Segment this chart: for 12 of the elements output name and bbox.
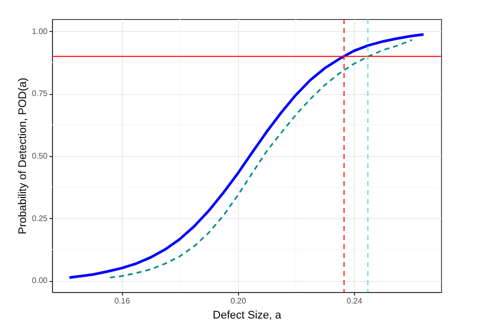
x-tick-label: 0.20: [230, 296, 247, 306]
y-tick-label: 0.00: [32, 276, 48, 286]
x-tick-label: 0.16: [114, 296, 131, 306]
y-axis-title: Probability of Detection, POD(a): [16, 78, 29, 234]
y-tick-label: 0.50: [32, 152, 48, 160]
y-tick-label: 0.25: [32, 214, 48, 223]
x-tick-label: 0.24: [346, 296, 363, 306]
x-axis-title: Defect Size, a: [212, 310, 282, 322]
line-series: [109, 39, 413, 278]
y-tick-label: 0.75: [32, 89, 48, 98]
y-tick-label: 1.00: [32, 26, 48, 36]
line-series: [68, 33, 425, 279]
